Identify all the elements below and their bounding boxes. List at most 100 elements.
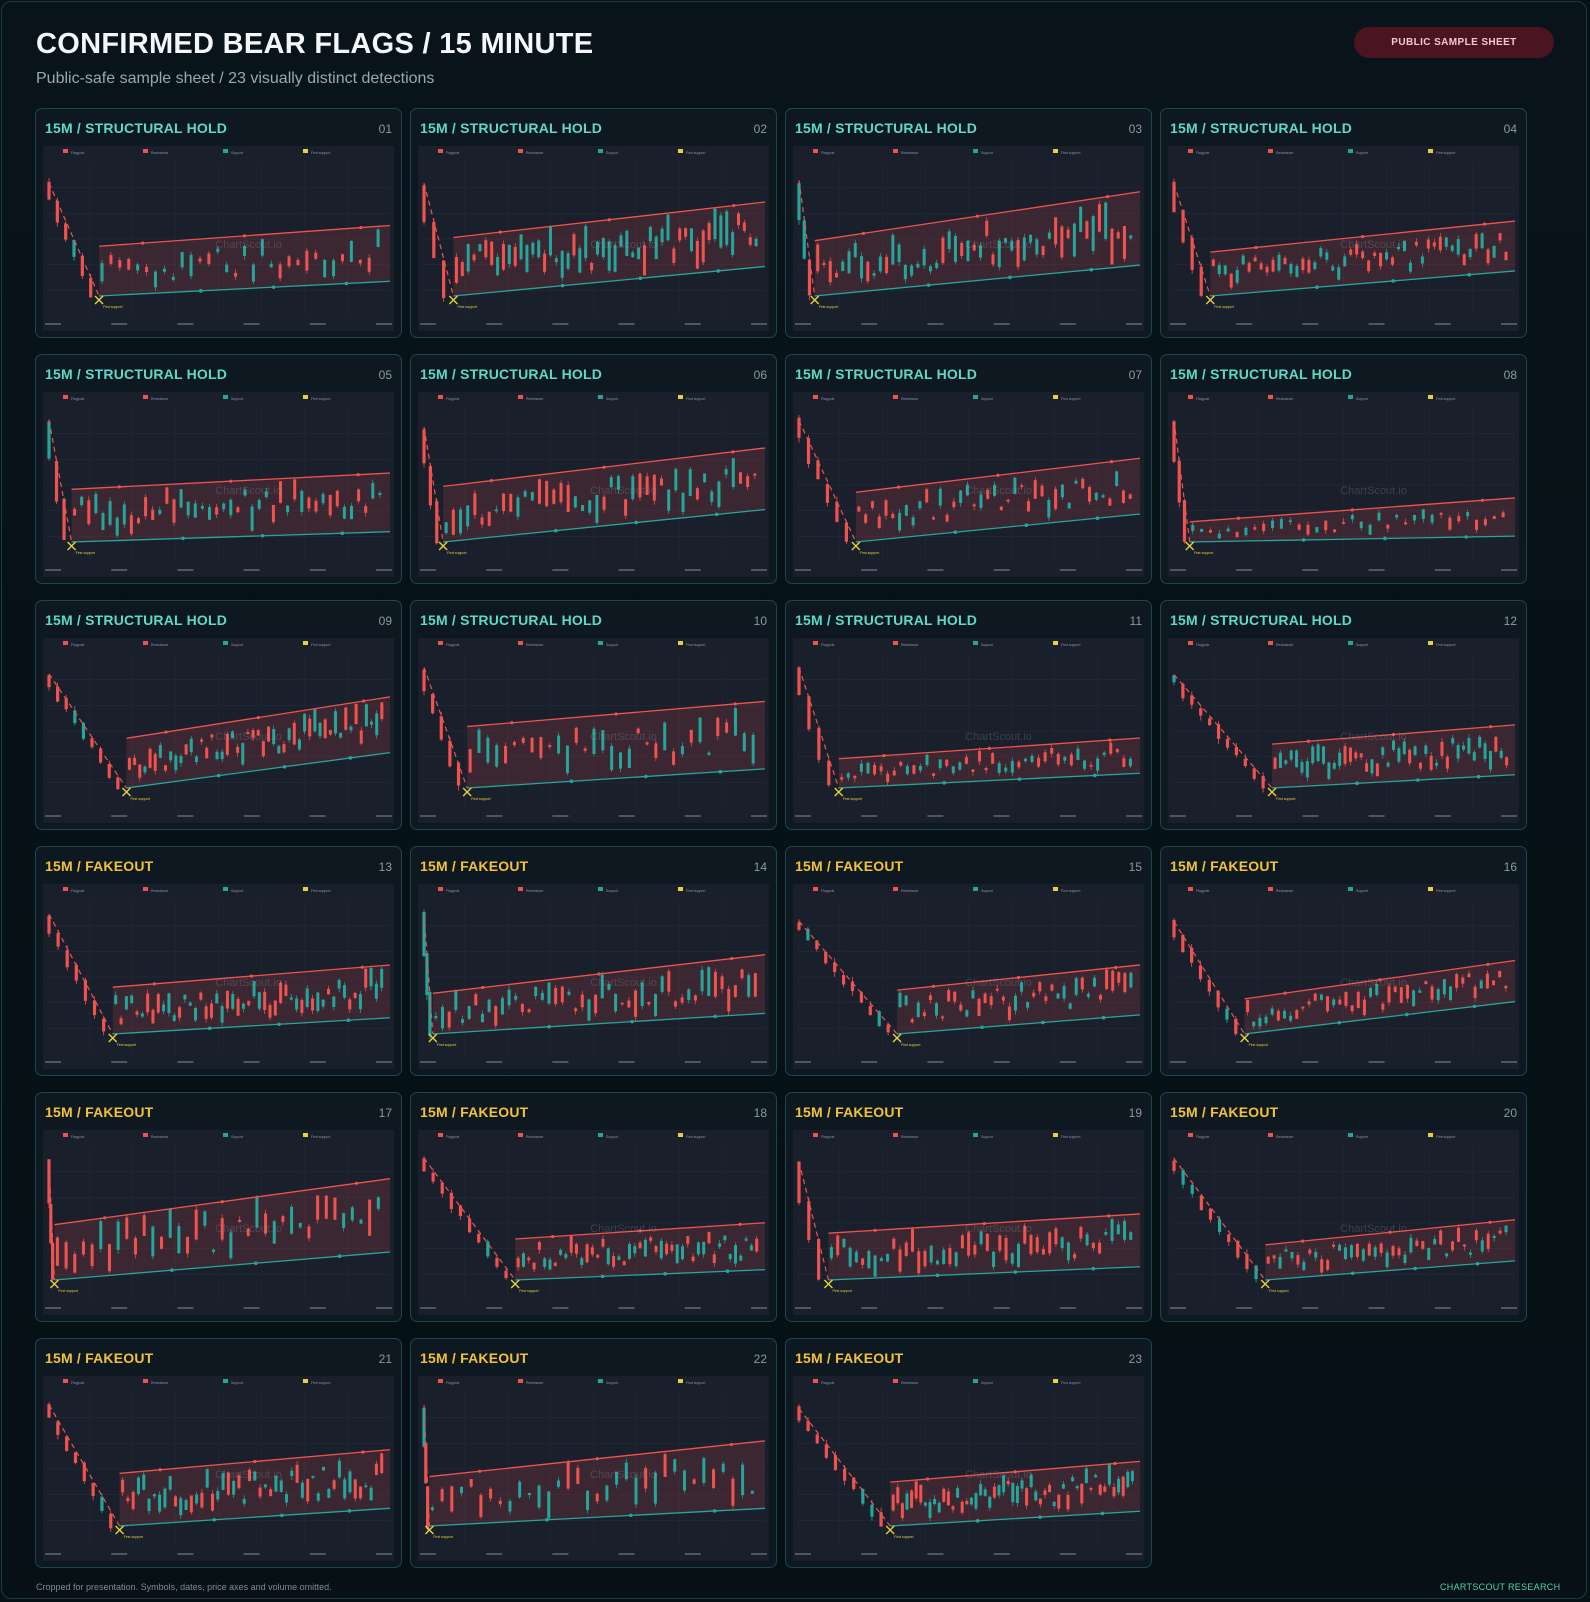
x-tick-mark [552,815,569,817]
candle-body [956,1488,960,1498]
watermark: ChartScout.io [1340,977,1407,989]
resistance-touch [975,214,979,218]
legend-swatch [1348,641,1353,645]
legend-label: Resistance [151,1135,168,1139]
candle-body [1415,1240,1419,1246]
candle-body [348,999,352,1010]
candle-body [910,1490,914,1508]
candle-body [267,726,271,742]
resistance-touch [481,985,485,990]
support-line [1244,1000,1516,1035]
candle-body [636,728,640,734]
legend-swatch [678,395,683,399]
candle-body [364,968,368,988]
candle-body [1343,256,1347,267]
candle-body [1217,1219,1222,1232]
candle-body [1229,273,1233,288]
x-tick-mark [552,569,569,571]
candle-body [984,768,988,771]
candle-body [1311,746,1315,764]
x-tick-mark [751,1061,767,1063]
candle-body [613,245,617,272]
x-tick-mark [45,569,61,571]
candle-body [1397,748,1401,762]
flagpole-line [798,1161,830,1281]
candle-body [51,1242,55,1280]
candle-body [574,727,578,743]
candle-body [316,992,320,1012]
candle-body [489,1488,493,1499]
candle-body [278,481,282,503]
x-tick-mark [1236,1307,1253,1309]
x-tick-mark [1302,1307,1319,1309]
candle-body [162,1004,166,1012]
candle-body [638,1242,642,1249]
candle-body [425,953,429,996]
watermark: ChartScout.io [965,731,1032,743]
chart-plot: Flagpole Resistance Support First supportFi… [793,1130,1144,1315]
candle-body [1121,490,1125,503]
candle-body [1435,762,1439,766]
resistance-touch [882,754,886,758]
x-tick-mark [243,815,260,817]
legend-swatch [598,149,603,153]
candle-body [358,994,362,1010]
candle-body [797,667,801,695]
candle-body [898,992,902,1008]
candle-body [232,1481,236,1495]
support-touch [935,1273,940,1278]
resistance-touch [478,1469,482,1473]
chart-category-label: 15M / FAKEOUT [1170,858,1279,874]
candle-body [733,708,737,736]
candle-body [922,248,926,266]
legend-label: Support [606,889,618,893]
candle-body [160,1236,164,1249]
candle-body [1480,233,1484,249]
legend-swatch [1428,641,1433,645]
candle-body [311,1476,315,1478]
x-tick-mark [1302,569,1319,571]
candle-body [689,228,693,252]
resistance-touch [510,721,514,725]
candle-body [904,505,908,516]
legend-label: Flagpole [71,397,84,401]
candle-body [109,1513,113,1529]
flagpole-line [1173,674,1273,789]
chart-plot: Flagpole Resistance Support First supportFi… [418,1376,769,1561]
x-tick-mark [1236,1061,1253,1063]
candle-body [328,730,332,735]
support-touch [1350,1271,1355,1276]
support-touch [545,1518,549,1522]
candle-body [916,263,920,268]
candle-body [72,240,76,257]
candle-body [460,1019,464,1023]
candle-body [204,1006,208,1019]
first-support-x-icon [1205,295,1215,305]
candle-body [653,1472,657,1504]
chart-category-label: 15M / FAKEOUT [45,1104,154,1120]
candle-body [1052,1501,1056,1507]
candle-body [1418,990,1422,993]
candle-body [1013,995,1017,1011]
candle-body [1295,750,1299,768]
candle-body [247,1000,251,1006]
candle-body [1265,266,1269,273]
candle-body [852,1477,856,1489]
support-touch [1476,774,1481,779]
candle-body [1439,1230,1443,1245]
candle-body [853,243,857,258]
candle-body [1050,984,1054,991]
x-tick-mark [1302,1061,1319,1063]
candle-body [1429,755,1433,770]
candle-body [534,986,538,997]
candle-body [290,1470,294,1477]
support-touch [725,1269,730,1274]
candle-body [870,1504,874,1517]
candle-body [748,237,752,245]
candle-body [478,244,482,252]
candle-body [1307,1001,1311,1005]
candle-body [1445,1253,1449,1257]
support-touch [547,1024,551,1029]
candle-body [236,507,240,513]
legend-swatch [63,395,68,399]
